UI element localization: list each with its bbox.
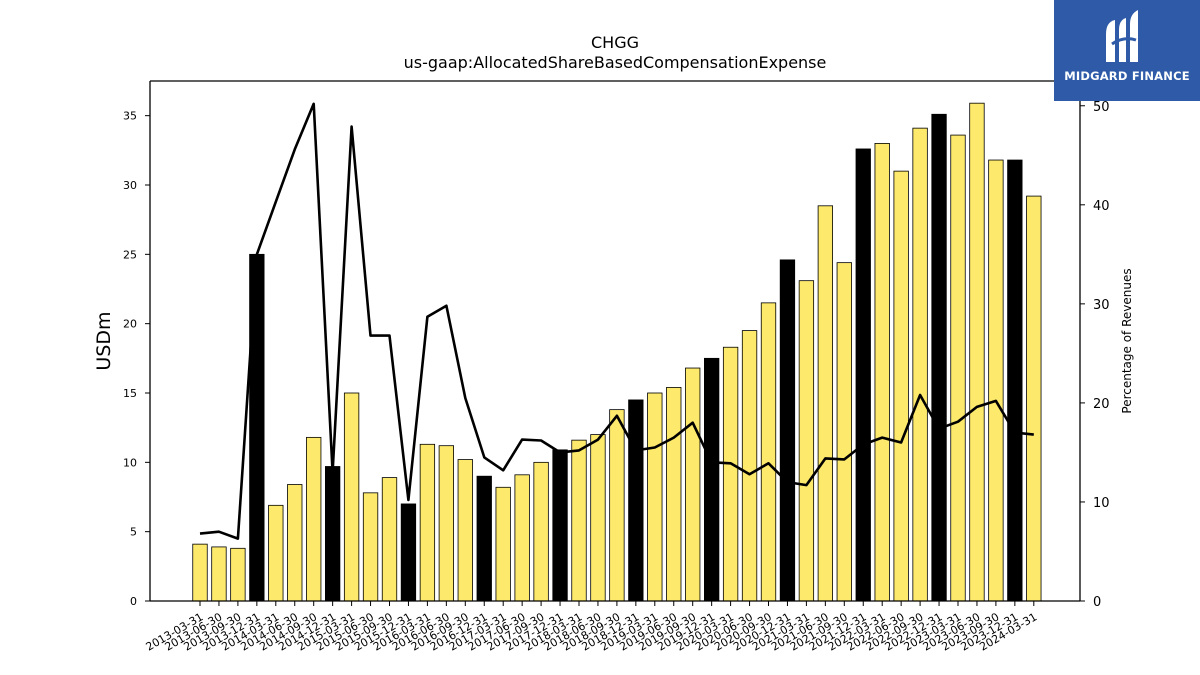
y-tick-label: 35 [123,110,137,123]
bar [306,436,322,602]
bar [343,392,360,602]
chart-subtitle: us-gaap:AllocatedShareBasedCompensationE… [403,53,827,72]
bar [362,492,379,602]
bar [514,474,530,602]
bar [249,253,265,602]
y2-tick-label: 30 [1093,298,1110,313]
bar [211,546,227,602]
y-tick-label: 10 [123,456,137,469]
bar [495,486,511,602]
bar [324,466,341,602]
bar [931,113,947,602]
bar [893,170,909,602]
percentage-line [199,102,1034,540]
logo-text: MIDGARD FINANCE [1064,69,1190,83]
y2-tick-label: 0 [1093,595,1101,610]
bar [912,127,928,602]
y-axis-label: USDm [93,311,115,370]
bar [287,484,303,602]
bar [647,392,663,602]
bar [381,477,398,602]
y-tick-label: 25 [123,248,137,261]
bar [722,346,739,602]
bar [760,302,777,602]
y2-tick-label: 50 [1093,100,1110,115]
bar [268,504,284,602]
bar [438,445,455,602]
bar [817,205,833,602]
y2-tick-label: 20 [1093,397,1110,412]
bar [666,387,682,602]
midgard-logo-icon [1106,10,1138,62]
y-tick-label: 15 [123,387,137,400]
bar [192,543,208,602]
bar [988,159,1004,602]
y2-tick-label: 10 [1093,496,1110,511]
bar [685,367,701,602]
bar [457,459,473,602]
bar [1026,195,1042,602]
bar [476,475,492,602]
brand-logo: MIDGARD FINANCE [1054,0,1200,101]
bar [590,434,606,602]
bar [969,102,985,602]
bar [571,439,587,602]
y-tick-label: 30 [123,179,137,192]
bar [855,148,871,602]
chart-title: CHGG [591,33,639,52]
bar [628,399,644,602]
y2-tick-label: 40 [1093,199,1110,214]
bar [798,280,815,602]
bar [779,259,796,602]
bar [400,503,417,602]
bar [552,449,568,602]
y-tick-label: 20 [123,318,137,331]
y2-axis-label: Percentage of Revenues [1120,268,1134,413]
bar [230,547,246,602]
y-tick-label: 5 [130,526,137,539]
bar [874,142,890,602]
y-tick-label: 0 [130,595,137,608]
bar [741,330,758,602]
bar [950,134,966,602]
bar [704,357,720,602]
bar [419,443,436,602]
bar [1007,159,1023,602]
bar [609,409,625,602]
bar [533,461,549,602]
bar [836,262,852,602]
